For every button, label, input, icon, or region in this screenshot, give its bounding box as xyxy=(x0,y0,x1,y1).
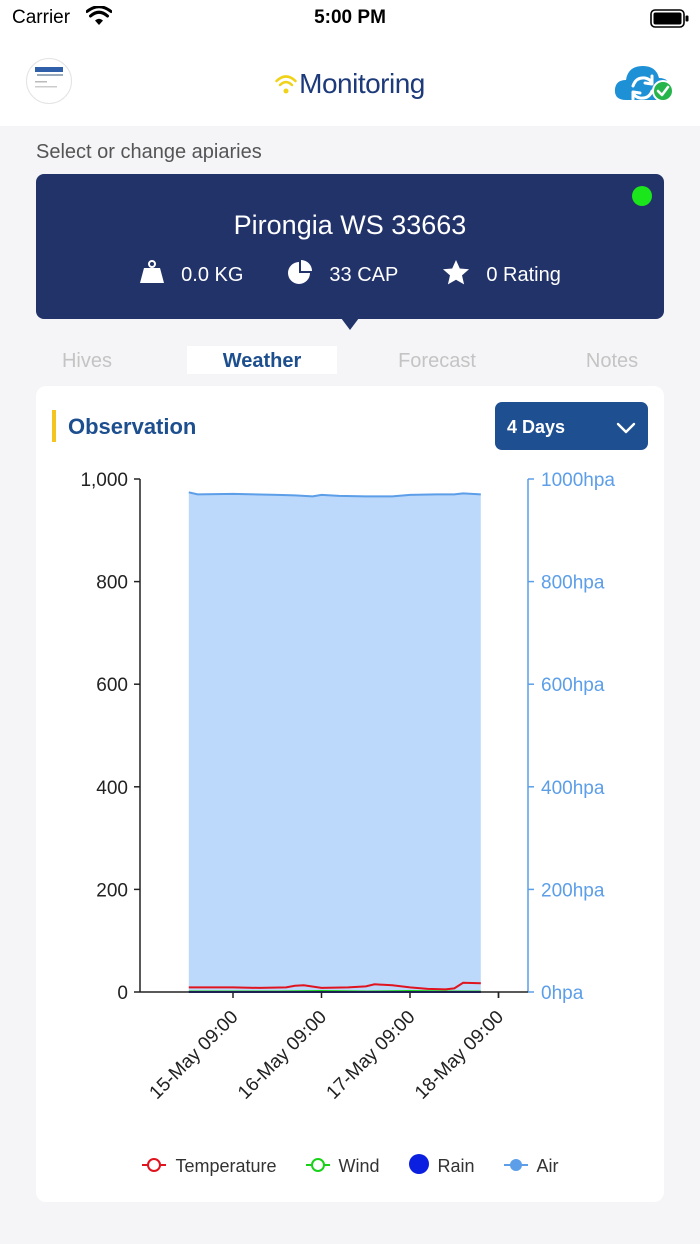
rating-value: 0 Rating xyxy=(486,263,561,286)
tab-bar: Hives Weather Forecast Notes xyxy=(0,346,700,376)
profile-avatar[interactable] xyxy=(26,58,72,104)
weight-icon xyxy=(139,260,165,290)
select-apiaries-label: Select or change apiaries xyxy=(36,141,262,163)
legend-item-temperature[interactable]: Temperature xyxy=(141,1153,277,1180)
y-left-tick-label: 0 xyxy=(117,983,128,1004)
apiary-name: Pirongia WS 33663 xyxy=(233,210,467,240)
y-right-tick-label: 600hpa xyxy=(541,675,605,696)
series-temperature-line xyxy=(188,981,481,991)
nav-bar: Monitoring xyxy=(0,40,700,126)
x-tick-label: 17-May 09:00 xyxy=(323,1007,420,1104)
rating-stat: 0 Rating xyxy=(442,259,561,291)
legend-item-rain[interactable]: Rain xyxy=(408,1153,475,1180)
x-tick-label: 18-May 09:00 xyxy=(411,1007,508,1104)
y-left-tick-label: 1,000 xyxy=(80,470,128,491)
cloud-sync-icon[interactable] xyxy=(612,58,676,111)
legend-item-air[interactable]: Air xyxy=(503,1153,559,1180)
days-range-value: 4 Days xyxy=(507,417,566,437)
online-status-indicator xyxy=(632,186,652,206)
y-left-tick-label: 800 xyxy=(96,573,128,594)
y-right-tick-label: 0hpa xyxy=(541,983,584,1004)
y-right-tick-label: 200hpa xyxy=(541,880,605,901)
tab-hives[interactable]: Hives xyxy=(61,350,112,372)
observation-panel: Observation 4 Days 0 200 400 600 800 1,000 0hp… xyxy=(36,386,664,1202)
days-range-dropdown[interactable]: 4 Days xyxy=(495,402,648,450)
capacity-value: 33 CAP xyxy=(329,263,399,286)
y-left-tick-label: 200 xyxy=(96,880,128,901)
y-left-tick-label: 600 xyxy=(96,675,128,696)
x-tick-label: 15-May 09:00 xyxy=(146,1007,243,1104)
weight-value: 0.0 KG xyxy=(181,263,244,286)
legend-marker-air xyxy=(503,1156,529,1177)
star-icon xyxy=(442,259,470,291)
observation-title: Observation xyxy=(68,414,197,439)
pie-chart-icon xyxy=(287,259,313,291)
legend-marker-wind xyxy=(305,1156,331,1177)
status-bar: Carrier 5:00 PM xyxy=(0,0,700,40)
legend-marker-rain xyxy=(408,1153,430,1180)
y-right-tick-label: 800hpa xyxy=(541,573,605,594)
weather-chart: 0 200 400 600 800 1,000 0hpa 200hpa 400hpa 600hpa… xyxy=(80,470,615,1104)
y-right-tick-label: 1000hpa xyxy=(541,470,615,491)
apiary-card-pointer xyxy=(341,318,359,330)
y-right-tick-label: 400hpa xyxy=(541,778,605,799)
tab-weather[interactable]: Weather xyxy=(187,346,337,374)
weight-stat: 0.0 KG xyxy=(139,259,243,291)
x-tick-label: 16-May 09:00 xyxy=(234,1007,331,1104)
tab-forecast[interactable]: Forecast xyxy=(398,350,476,372)
chart-legend: Temperature Wind Rain Air xyxy=(36,1153,664,1180)
legend-marker-temperature xyxy=(141,1156,167,1177)
apiary-stats: 0.0 KG 33 CAP 0 Rating xyxy=(36,259,664,291)
section-accent-bar xyxy=(52,410,56,442)
wifi-icon xyxy=(85,5,113,31)
apiary-card[interactable]: Pirongia WS 33663 0.0 KG 33 CAP xyxy=(36,174,664,319)
series-air-line xyxy=(188,491,481,498)
monitoring-logo-icon xyxy=(275,73,297,100)
battery-icon xyxy=(650,9,690,34)
legend-label-wind: Wind xyxy=(338,1156,380,1176)
legend-label-rain: Rain xyxy=(437,1156,475,1176)
clock: 5:00 PM xyxy=(314,7,386,28)
legend-item-wind[interactable]: Wind xyxy=(305,1153,380,1180)
legend-label-air: Air xyxy=(536,1156,559,1176)
carrier-label: Carrier xyxy=(12,7,71,28)
page-title: Monitoring xyxy=(299,68,425,99)
chevron-down-icon xyxy=(616,419,636,440)
series-air-area xyxy=(188,492,481,992)
capacity-stat: 33 CAP xyxy=(287,259,398,291)
y-left-tick-label: 400 xyxy=(96,778,128,799)
tab-notes[interactable]: Notes xyxy=(585,350,639,372)
legend-label-temperature: Temperature xyxy=(175,1156,277,1176)
